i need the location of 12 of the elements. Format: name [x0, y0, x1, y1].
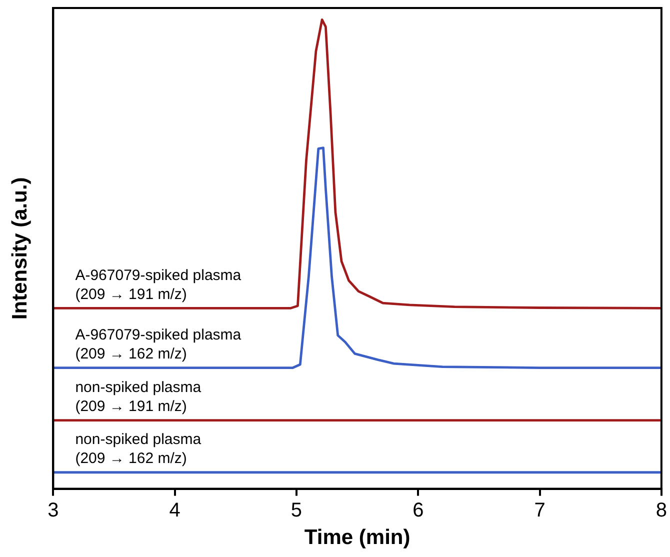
x-tick-label: 8 — [656, 499, 667, 522]
x-tick-label: 6 — [412, 499, 424, 522]
series-label: A-967079-spiked plasma (209 → 162 m/z) — [75, 326, 242, 362]
series-label: non-spiked plasma (209 → 191 m/z) — [75, 378, 202, 415]
x-tick-label: 7 — [534, 499, 546, 522]
x-tick-label: 3 — [48, 499, 59, 522]
x-tick-label: 5 — [290, 499, 302, 522]
y-axis-title: Intensity (a.u.) — [8, 177, 32, 320]
series-label: A-967079-spiked plasma (209 → 191 m/z) — [75, 266, 242, 303]
series-label: non-spiked plasma (209 → 162 m/z) — [75, 431, 202, 468]
x-tick-label: 4 — [169, 499, 180, 522]
x-axis-title: Time (min) — [304, 526, 410, 550]
